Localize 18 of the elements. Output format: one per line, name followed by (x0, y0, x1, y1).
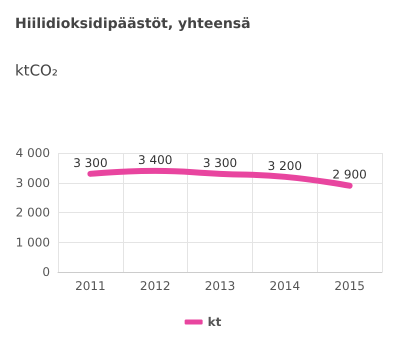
data-label: 2 900 (332, 168, 367, 182)
y-axis-title: ktCO₂ (15, 62, 58, 80)
x-tick-label: 2015 (334, 279, 365, 293)
legend-label: kt (208, 315, 222, 329)
y-tick-label: 3 000 (16, 176, 50, 190)
y-tick-label: 2 000 (16, 206, 50, 220)
chart-title: Hiilidioksidipäästöt, yhteensä (15, 16, 251, 32)
y-tick-label: 0 (42, 265, 50, 279)
x-tick-label: 2011 (75, 279, 106, 293)
data-label: 3 300 (202, 156, 238, 170)
data-label: 3 400 (138, 152, 172, 167)
x-tick-label: 2012 (140, 279, 170, 293)
data-label: 3 200 (268, 158, 302, 173)
x-tick-label: 2013 (204, 279, 236, 293)
data-label: 3 300 (73, 156, 108, 170)
y-tick-label: 1 000 (16, 235, 50, 250)
y-tick-label: 4 000 (16, 146, 50, 160)
x-tick-label: 2014 (270, 279, 300, 293)
